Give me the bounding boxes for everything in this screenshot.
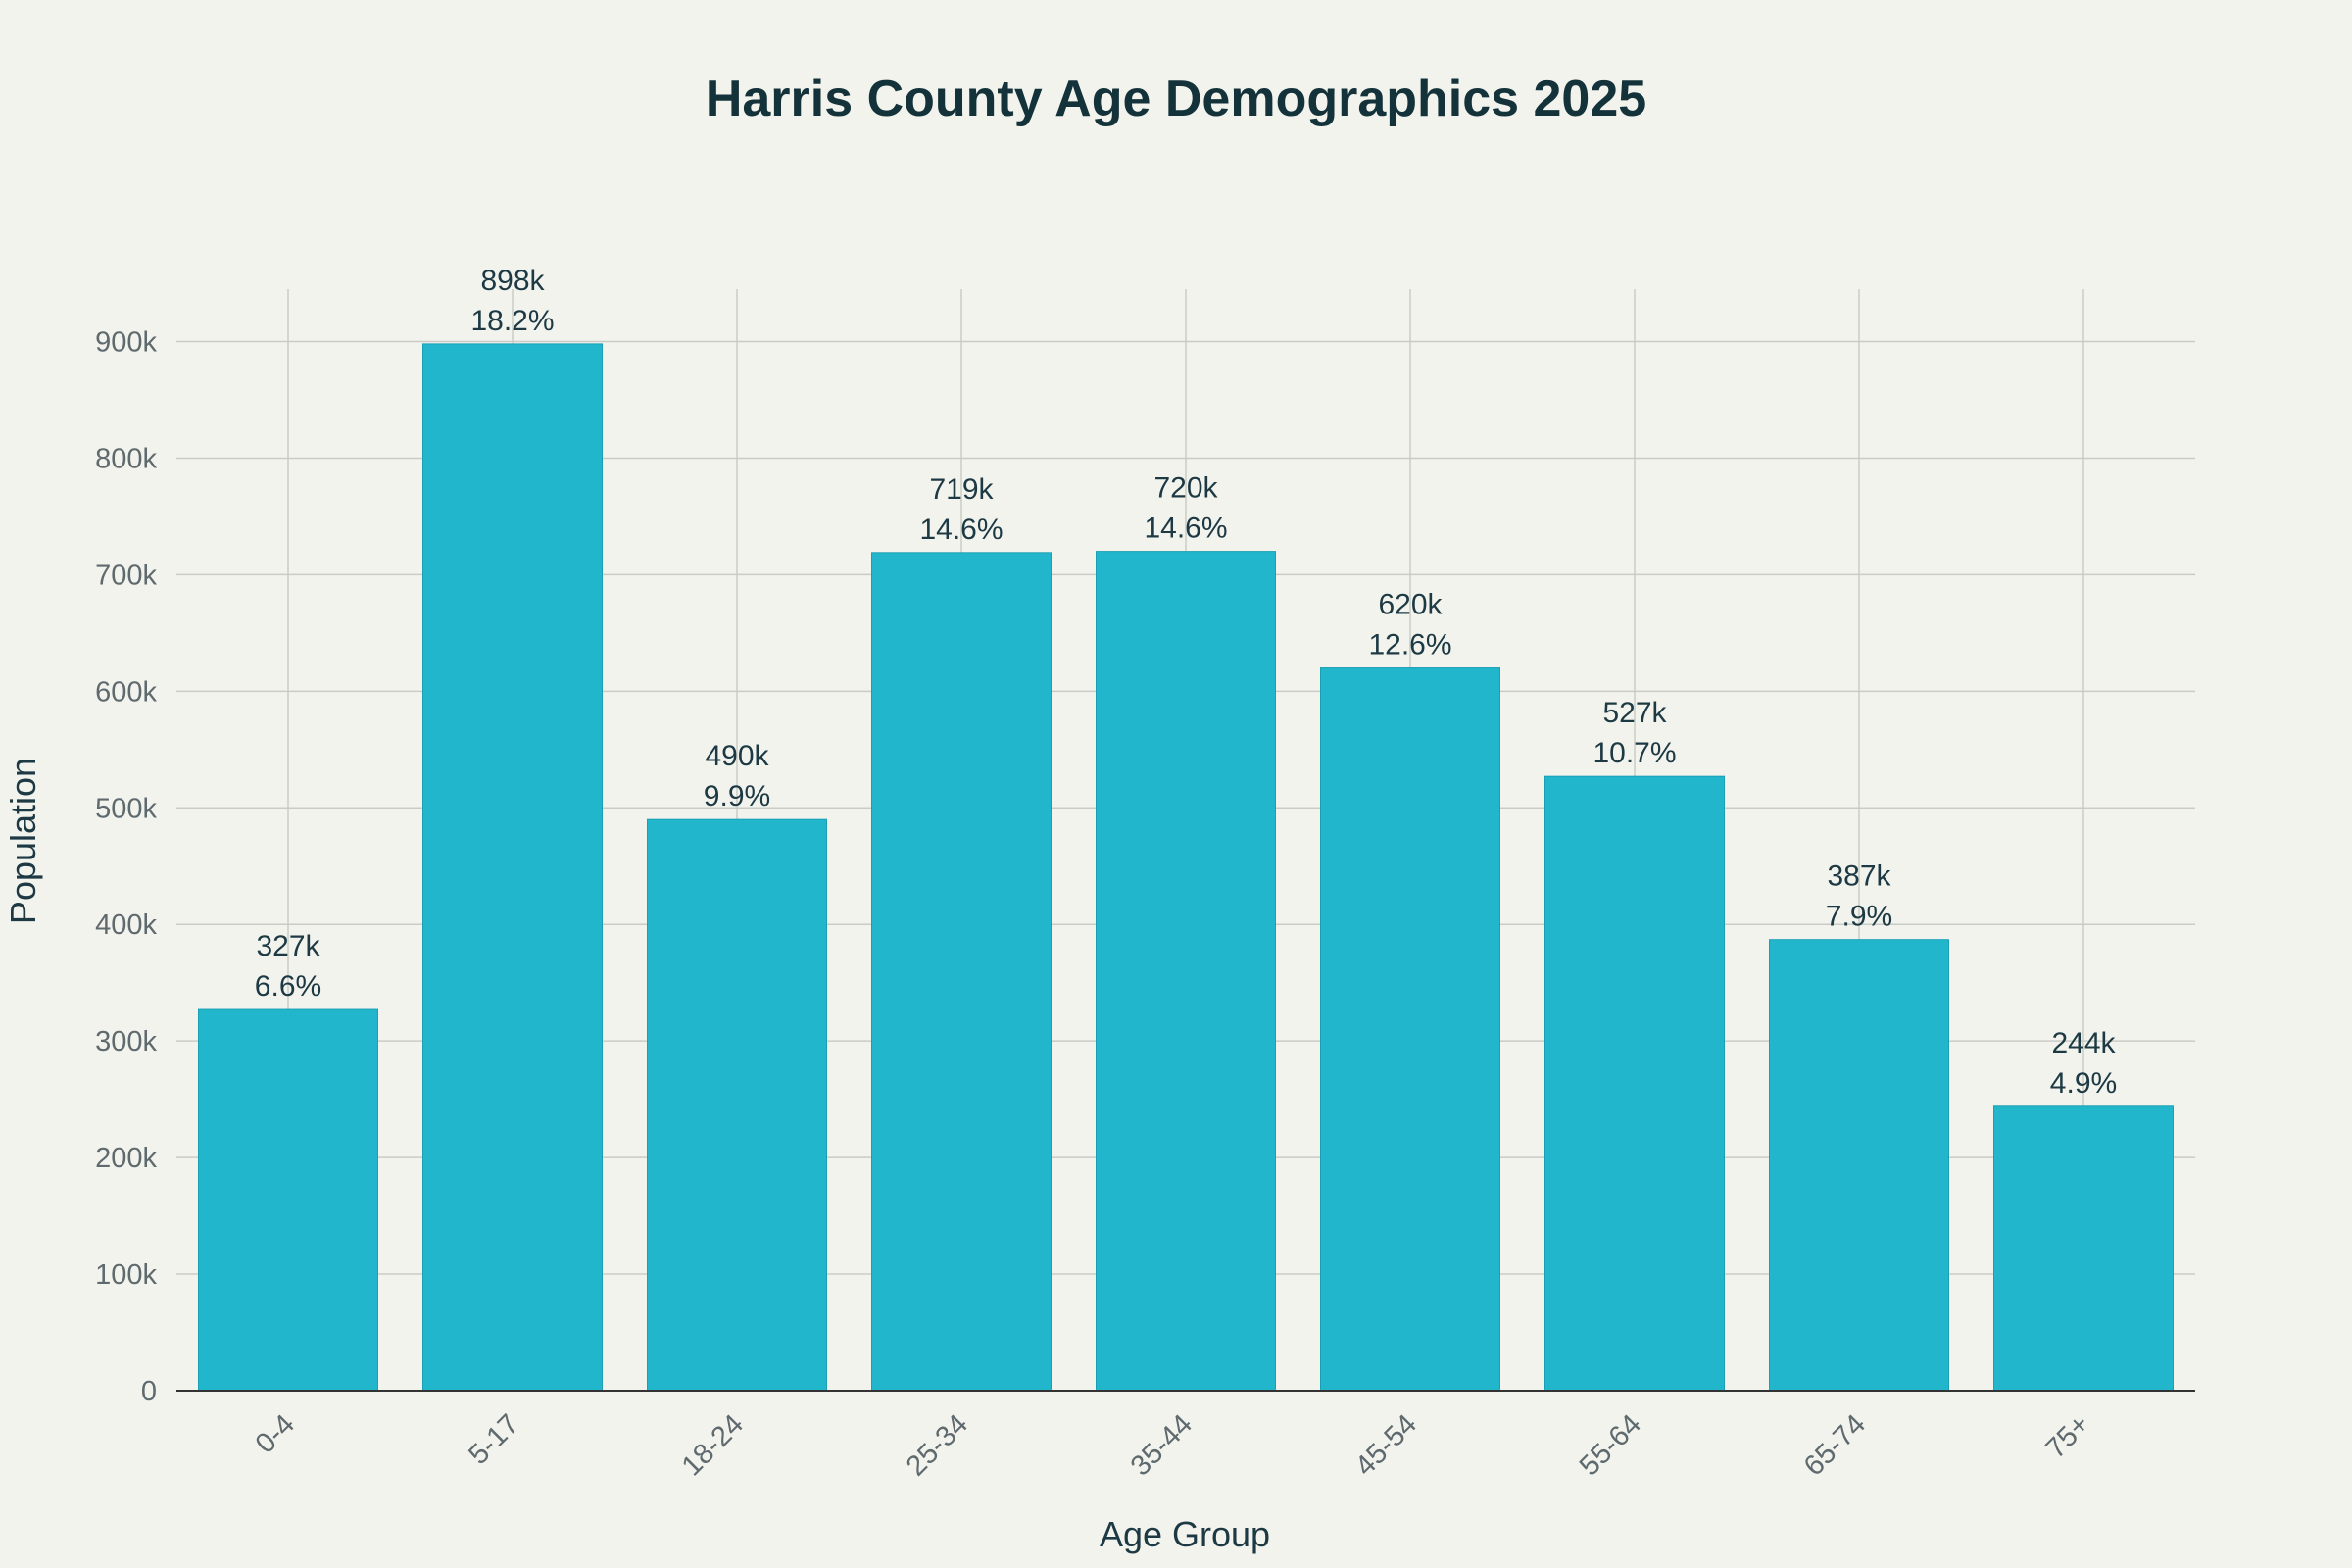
bar-value-label: 490k — [705, 740, 769, 772]
bar-18-24 — [647, 818, 827, 1392]
bar-value-label: 527k — [1602, 697, 1667, 729]
bar-value-label: 244k — [2051, 1027, 2116, 1059]
x-tick-label: 75+ — [2040, 1408, 2096, 1464]
y-tick-label: 800k — [95, 443, 157, 474]
bar-percent-label: 9.9% — [704, 780, 770, 812]
bar-percent-label: 7.9% — [1826, 901, 1892, 933]
bar-percent-label: 14.6% — [1144, 513, 1227, 545]
bar-percent-label: 10.7% — [1592, 737, 1676, 769]
y-tick-label: 300k — [95, 1026, 157, 1057]
bar-value-label: 898k — [480, 265, 545, 297]
y-tick-label: 400k — [95, 909, 157, 941]
x-tick-label: 18-24 — [676, 1408, 750, 1482]
bar-value-label: 720k — [1153, 472, 1218, 505]
y-tick-label: 700k — [95, 560, 157, 591]
chart-title: Harris County Age Demographics 2025 — [706, 71, 1646, 127]
bar-0-4 — [198, 1008, 378, 1392]
y-tick-label: 600k — [95, 676, 157, 708]
x-axis-title: Age Group — [1100, 1514, 1270, 1554]
bar-5-17 — [422, 343, 603, 1392]
bar-percent-label: 6.6% — [255, 970, 321, 1003]
x-tick-label: 65-74 — [1798, 1408, 1872, 1482]
y-tick-label: 900k — [95, 327, 157, 359]
bar-35-44 — [1096, 551, 1276, 1392]
x-tick-label: 55-64 — [1574, 1408, 1647, 1482]
x-axis-ticks: 0-4 5-17 18-24 25-34 35-44 45-54 55-64 65-74 75+ — [250, 1408, 2096, 1482]
x-tick-label: 0-4 — [250, 1408, 301, 1459]
bar-value-label: 327k — [256, 930, 320, 962]
bar-value-label: 387k — [1827, 860, 1891, 893]
bar-65-74 — [1769, 939, 1949, 1392]
y-tick-label: 500k — [95, 793, 157, 824]
data-labels: 327k 6.6% 898k 18.2% 490k 9.9% 719k 14.6% 720k 14… — [255, 265, 2117, 1100]
y-tick-label: 0 — [141, 1376, 157, 1407]
y-tick-label: 100k — [95, 1259, 157, 1291]
bar-45-54 — [1320, 667, 1500, 1392]
bar-percent-label: 14.6% — [919, 514, 1003, 546]
bar-75+ — [1993, 1105, 2174, 1392]
x-tick-label: 25-34 — [901, 1408, 974, 1482]
x-tick-label: 35-44 — [1125, 1408, 1199, 1482]
bar-value-label: 620k — [1378, 589, 1443, 621]
bar-percent-label: 18.2% — [470, 305, 554, 337]
x-tick-label: 45-54 — [1349, 1408, 1423, 1482]
y-axis-title: Population — [3, 758, 43, 924]
bar-percent-label: 4.9% — [2050, 1067, 2117, 1100]
bar-percent-label: 12.6% — [1368, 629, 1451, 662]
bars — [198, 343, 2174, 1392]
bar-25-34 — [871, 552, 1052, 1392]
y-tick-label: 200k — [95, 1143, 157, 1174]
y-axis-ticks: 0 100k 200k 300k 400k 500k 600k 700k 800k 900k — [95, 327, 157, 1407]
x-tick-label: 5-17 — [463, 1408, 525, 1471]
bar-55-64 — [1544, 775, 1725, 1392]
bar-value-label: 719k — [929, 473, 994, 506]
